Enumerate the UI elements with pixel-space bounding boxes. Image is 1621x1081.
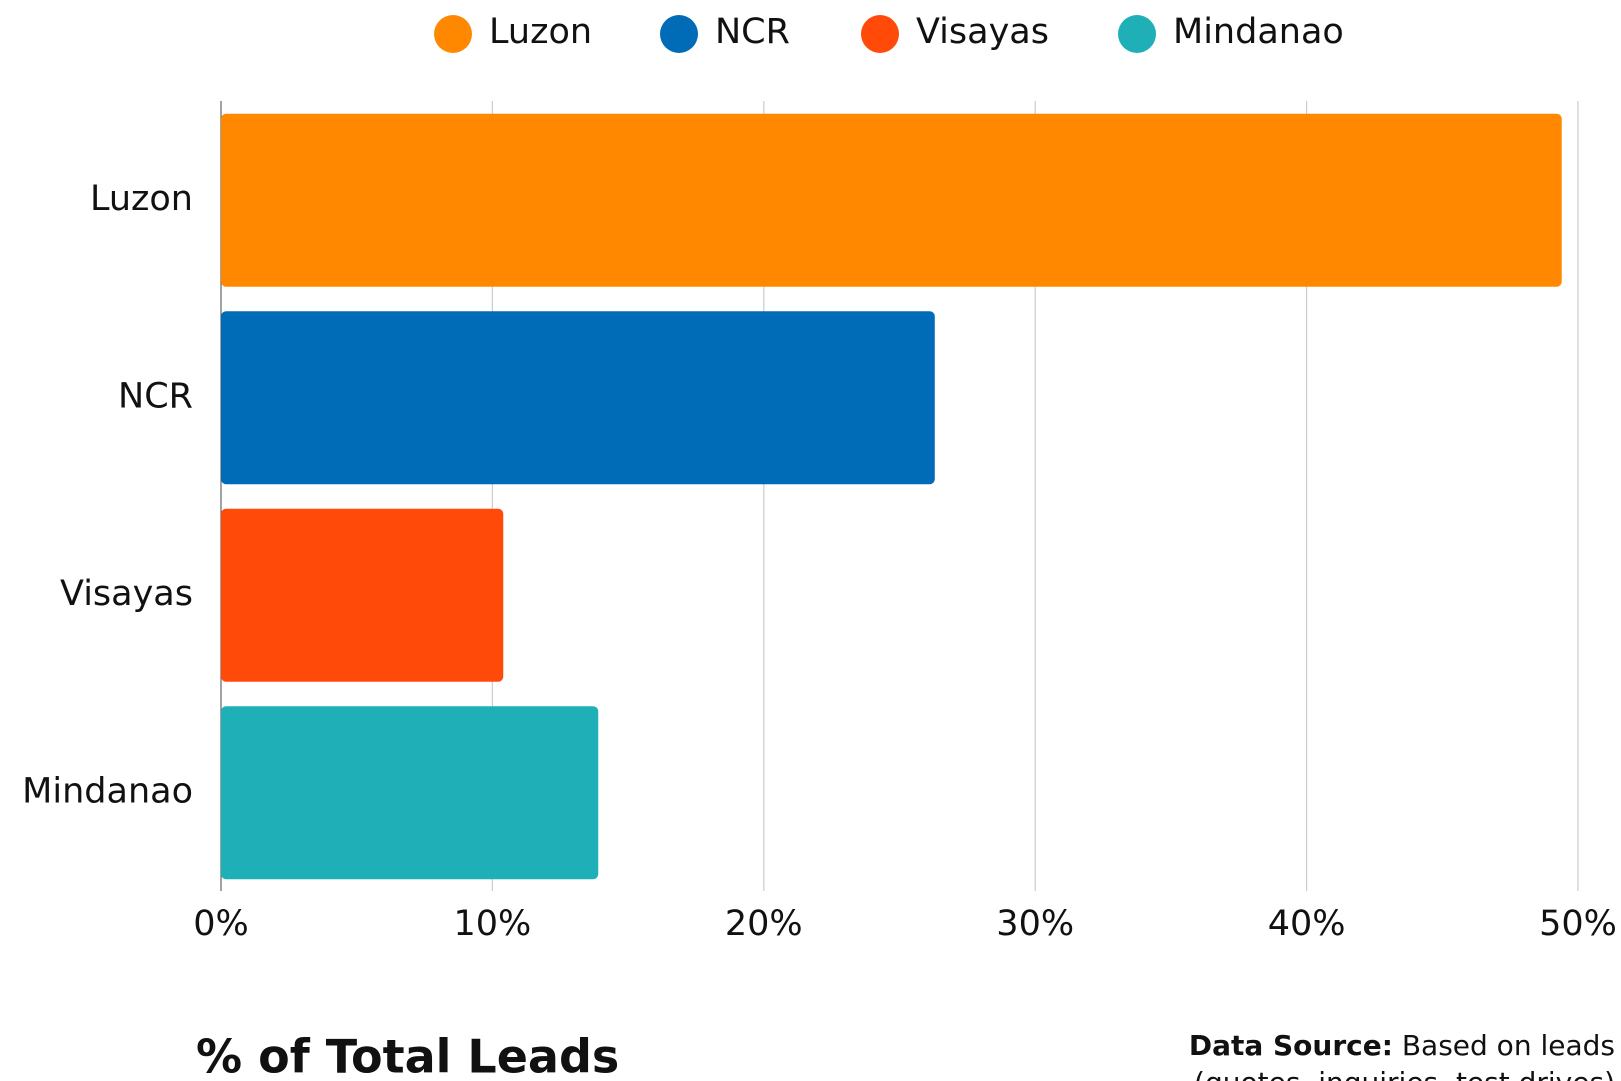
legend-swatch: [660, 15, 698, 53]
bar: [221, 113, 1562, 287]
bar: [221, 706, 599, 880]
y-tick-label: Luzon: [90, 179, 193, 219]
x-tick-label: 10%: [454, 904, 532, 944]
y-tick-label: NCR: [118, 376, 193, 416]
legend-label: NCR: [715, 12, 790, 52]
x-tick-label: 50%: [1539, 904, 1617, 944]
bar: [221, 311, 935, 485]
y-tick-label: Visayas: [60, 574, 193, 614]
legend-swatch: [861, 15, 899, 53]
y-tick-label: Mindanao: [22, 771, 193, 811]
data-source: Data Source: Based on leads: [1189, 1029, 1615, 1062]
x-tick-label: 20%: [725, 904, 803, 944]
legend-swatch: [1118, 15, 1156, 53]
x-tick-label: 40%: [1268, 904, 1346, 944]
source-label: Data Source:: [1189, 1029, 1393, 1062]
legend-label: Visayas: [916, 12, 1049, 52]
chart-title: % of Total Leads: [196, 1030, 619, 1081]
x-tick-label: 30%: [996, 904, 1074, 944]
legend-label: Luzon: [489, 12, 592, 52]
x-tick-label: 0%: [193, 904, 249, 944]
bar: [221, 508, 504, 682]
legend-label: Mindanao: [1173, 12, 1344, 52]
legend-swatch: [434, 15, 472, 53]
source-text2: (quotes, inquiries, test drives): [1194, 1066, 1615, 1081]
source-text: Based on leads: [1402, 1029, 1615, 1062]
